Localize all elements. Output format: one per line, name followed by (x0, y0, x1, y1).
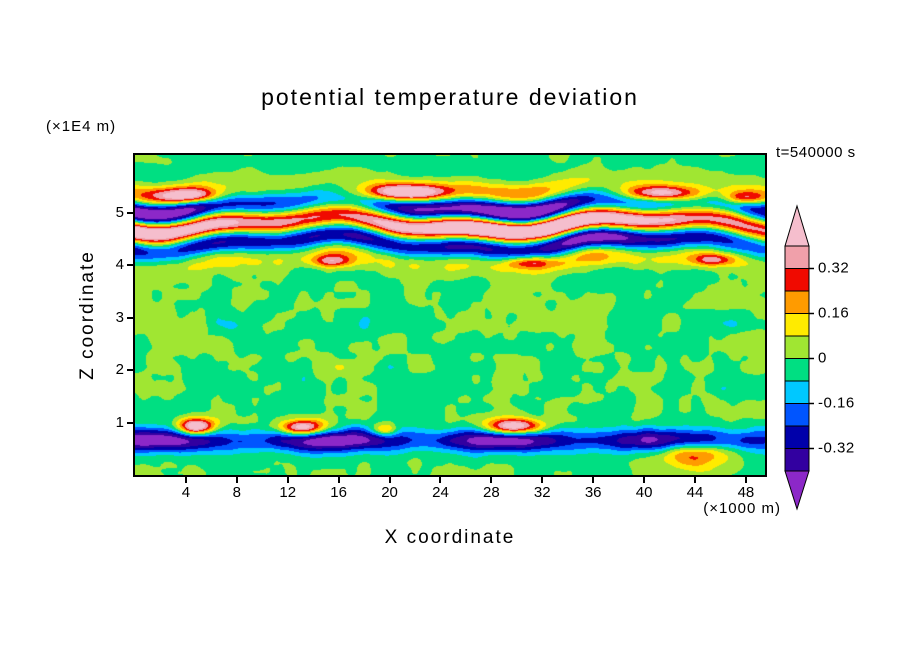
plot-area (133, 153, 767, 477)
x-tick-label: 4 (181, 484, 191, 501)
x-tick-mark (286, 477, 289, 483)
y-tick-mark (127, 316, 133, 319)
x-tick-mark (184, 477, 187, 483)
colorbar-segment (784, 313, 810, 337)
y-tick-mark (127, 421, 133, 424)
y-axis-units-label: (×1E4 m) (46, 118, 117, 135)
colorbar-lower-arrow (784, 470, 810, 511)
x-tick-mark (744, 477, 747, 483)
x-tick-mark (337, 477, 340, 483)
y-tick-mark (127, 211, 133, 214)
contour-field-canvas (135, 155, 765, 475)
y-tick-label: 4 (115, 256, 124, 274)
x-axis-units-label: (×1000 m) (703, 500, 781, 517)
plot-title: potential temperature deviation (261, 84, 639, 110)
y-tick-label: 5 (115, 203, 124, 221)
colorbar-tick-label: 0 (818, 349, 827, 366)
x-tick-label: 48 (737, 484, 755, 501)
y-tick-mark (127, 369, 133, 372)
x-tick-mark (643, 477, 646, 483)
colorbar-tick-label: -0.16 (818, 394, 855, 411)
x-tick-label: 44 (686, 484, 704, 501)
x-tick-mark (490, 477, 493, 483)
colorbar: 0.32 0.16 0 -0.16 -0.32 (784, 204, 855, 511)
x-tick-label: 24 (432, 484, 449, 501)
colorbar-segment (784, 268, 810, 292)
colorbar-segment (784, 448, 810, 472)
x-tick-mark (592, 477, 595, 483)
x-tick-label: 16 (330, 484, 347, 501)
x-tick-mark (694, 477, 696, 483)
y-tick-label: 3 (115, 308, 124, 326)
colorbar-upper-arrow (784, 204, 810, 247)
x-tick-mark (541, 477, 544, 483)
y-tick-mark (127, 264, 133, 267)
x-tick-label: 20 (381, 484, 398, 501)
x-tick-label: 12 (279, 484, 297, 501)
y-tick-label: 1 (115, 413, 124, 431)
colorbar-segment (784, 380, 810, 404)
x-tick-mark (235, 477, 238, 483)
colorbar-tick-label: 0.16 (818, 304, 849, 321)
x-tick-mark (388, 477, 391, 483)
x-tick-label: 40 (635, 484, 653, 501)
colorbar-segment (784, 335, 810, 359)
colorbar-tick-label: 0.32 (818, 259, 849, 276)
x-tick-label: 28 (483, 484, 500, 501)
colorbar-segment (784, 403, 810, 427)
colorbar-segment (784, 290, 810, 314)
colorbar-segment (784, 425, 810, 449)
x-tick-mark (439, 477, 442, 483)
x-tick-label: 32 (533, 484, 551, 501)
x-tick-label: 8 (232, 484, 241, 501)
colorbar-segment (784, 245, 810, 269)
colorbar-tick-label: -0.32 (818, 439, 855, 456)
time-label: t=540000 s (776, 144, 856, 161)
x-axis-label: X coordinate (384, 527, 516, 548)
y-tick-label: 2 (115, 361, 124, 379)
colorbar-segment (784, 358, 810, 382)
x-tick-label: 36 (584, 484, 602, 501)
